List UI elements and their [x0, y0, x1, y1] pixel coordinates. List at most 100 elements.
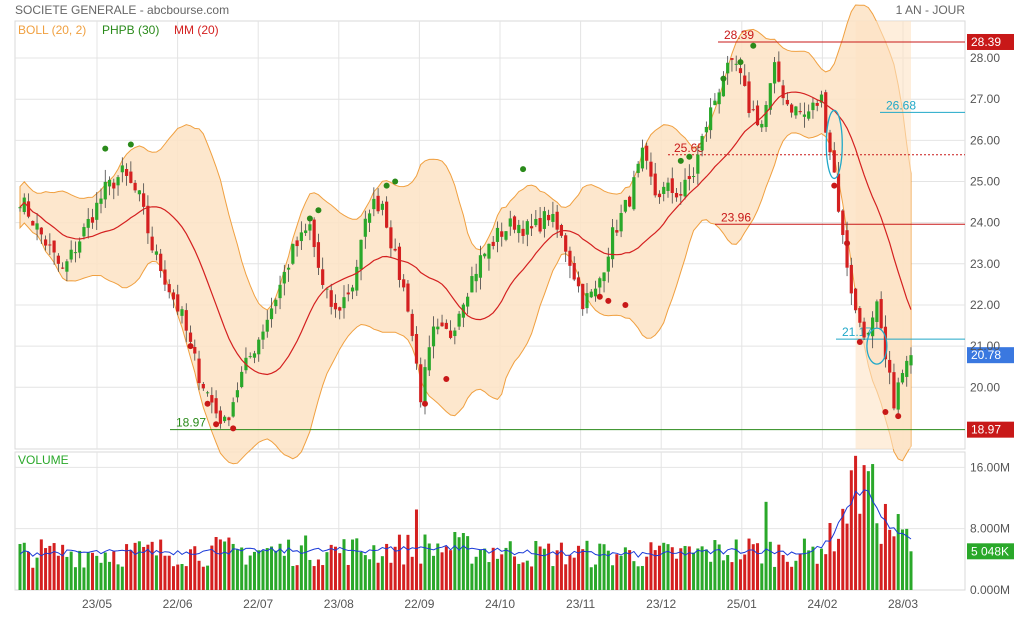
low-marker: [443, 376, 449, 382]
candle-body: [483, 254, 486, 257]
volume-bar: [709, 562, 712, 590]
candle-body: [530, 226, 533, 228]
y-tick-7: 27.00: [970, 92, 1000, 106]
candle-body: [841, 211, 844, 235]
volume-bar: [453, 532, 456, 590]
volume-bar: [837, 539, 840, 590]
candle-body: [539, 218, 542, 232]
candle-body: [232, 402, 235, 416]
candle-body: [743, 76, 746, 86]
phpb-marker: [520, 166, 526, 172]
volume-bar: [61, 545, 64, 590]
candle-body: [786, 100, 789, 104]
volume-bar: [351, 540, 354, 590]
candle-body: [858, 308, 861, 323]
volume-bar: [445, 546, 448, 590]
candle-body: [892, 372, 895, 408]
candle-body: [257, 340, 260, 355]
candle-body: [330, 290, 333, 307]
volume-bar: [662, 543, 665, 590]
candle-body: [880, 299, 883, 328]
candle-body: [95, 203, 98, 220]
volume-bar: [181, 564, 184, 590]
candle-body: [845, 230, 848, 267]
volume-bar: [253, 552, 256, 590]
volume-bar: [368, 559, 371, 590]
candle-body: [666, 183, 669, 191]
volume-bar: [905, 529, 908, 590]
volume-bar: [871, 464, 874, 590]
volume-bar: [381, 556, 384, 590]
volume-bar: [296, 565, 299, 590]
candle-body: [888, 360, 891, 373]
candle-body: [453, 330, 456, 336]
volume-bar: [705, 549, 708, 590]
volume-bar: [210, 546, 213, 590]
low-marker: [844, 240, 850, 246]
volume-bar: [155, 555, 158, 590]
volume-bar: [598, 544, 601, 590]
volume-bar: [146, 545, 149, 590]
phpb-marker: [102, 146, 108, 152]
volume-bar: [492, 548, 495, 590]
candle-body: [581, 284, 584, 309]
volume-bar: [594, 565, 597, 590]
volume-bar: [185, 566, 188, 590]
candle-body: [406, 284, 409, 312]
candle-body: [875, 301, 878, 322]
volume-bar: [313, 566, 316, 590]
volume-bar: [70, 552, 73, 590]
volume-bar: [82, 568, 85, 590]
volume-bar: [134, 543, 137, 590]
volume-bar: [496, 559, 499, 590]
volume-bar: [129, 550, 132, 590]
volume-bar: [509, 541, 512, 590]
volume-bar: [398, 535, 401, 590]
candle-body: [470, 276, 473, 292]
volume-bar: [279, 544, 282, 590]
volume-bar: [675, 559, 678, 590]
volume-bar: [95, 556, 98, 590]
last-volume-tag: 5 048K: [971, 544, 1009, 558]
volume-bar: [534, 541, 537, 590]
x-tick-4: 22/09: [404, 597, 434, 611]
volume-bar: [892, 536, 895, 590]
candle-body: [782, 85, 785, 98]
candle-body: [897, 382, 900, 409]
low-marker: [188, 343, 194, 349]
y-tick-4: 24.00: [970, 216, 1000, 230]
candle-body: [31, 221, 34, 226]
candle-body: [543, 211, 546, 229]
volume-bar: [880, 544, 883, 590]
candle-body: [355, 267, 358, 291]
volume-bar: [449, 550, 452, 590]
volume-bar: [875, 523, 878, 590]
volume-bar: [193, 546, 196, 590]
candle-body: [223, 417, 226, 421]
volume-bar: [692, 553, 695, 590]
level-label-2: 25.65: [674, 141, 704, 155]
volume-bar: [112, 551, 115, 590]
volume-bar: [325, 552, 328, 590]
candle-body: [347, 292, 350, 294]
candle-body: [504, 231, 507, 240]
candle-body: [568, 251, 571, 266]
volume-bar: [824, 554, 827, 590]
candle-body: [649, 162, 652, 177]
candle-body: [594, 289, 597, 297]
phpb-marker: [686, 154, 692, 160]
candle-body: [863, 322, 866, 338]
candle-body: [125, 169, 128, 176]
phpb-marker: [384, 183, 390, 189]
volume-bar: [394, 547, 397, 590]
candle-body: [168, 284, 171, 292]
candle-body: [99, 199, 102, 204]
volume-bar: [500, 554, 503, 590]
volume-bar: [291, 566, 294, 590]
phpb-marker: [315, 207, 321, 213]
volume-bar: [786, 562, 789, 590]
candle-body: [807, 111, 810, 118]
candle-body: [705, 127, 708, 132]
candle-body: [189, 333, 192, 342]
candle-body: [564, 235, 567, 251]
